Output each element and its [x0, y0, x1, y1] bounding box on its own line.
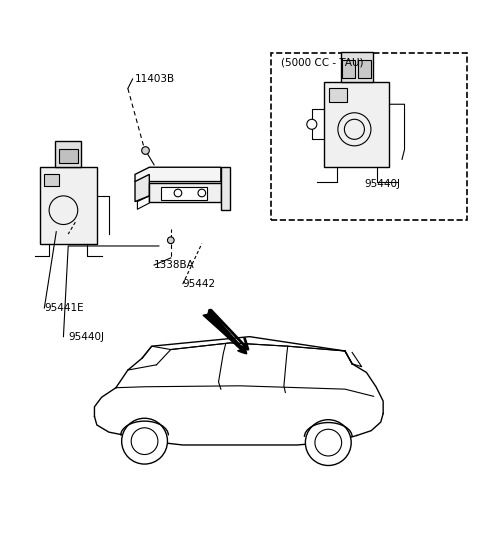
Circle shape	[121, 418, 168, 464]
Circle shape	[174, 189, 182, 197]
Text: 95440J: 95440J	[68, 332, 104, 342]
Polygon shape	[221, 167, 230, 210]
Bar	[358, 60, 371, 78]
Polygon shape	[135, 167, 221, 182]
Bar	[39, 167, 97, 244]
Text: 95440J: 95440J	[364, 179, 400, 189]
Bar	[324, 81, 389, 167]
Circle shape	[198, 189, 205, 197]
Text: (5000 CC - TAU): (5000 CC - TAU)	[281, 58, 363, 68]
Bar	[55, 141, 81, 167]
Circle shape	[168, 237, 174, 244]
Bar	[341, 52, 373, 81]
Polygon shape	[135, 175, 149, 202]
Circle shape	[305, 420, 351, 465]
Bar	[271, 53, 467, 220]
Text: 1338BA: 1338BA	[154, 260, 195, 270]
Text: 95442: 95442	[183, 279, 216, 289]
Bar	[161, 187, 206, 199]
Circle shape	[142, 147, 149, 155]
Bar	[329, 88, 347, 102]
Circle shape	[307, 119, 317, 129]
Bar	[342, 60, 355, 78]
Bar	[44, 175, 59, 186]
Bar	[59, 149, 78, 163]
Text: 11403B: 11403B	[135, 74, 175, 84]
Polygon shape	[149, 182, 221, 202]
Text: 95441E: 95441E	[44, 303, 84, 313]
